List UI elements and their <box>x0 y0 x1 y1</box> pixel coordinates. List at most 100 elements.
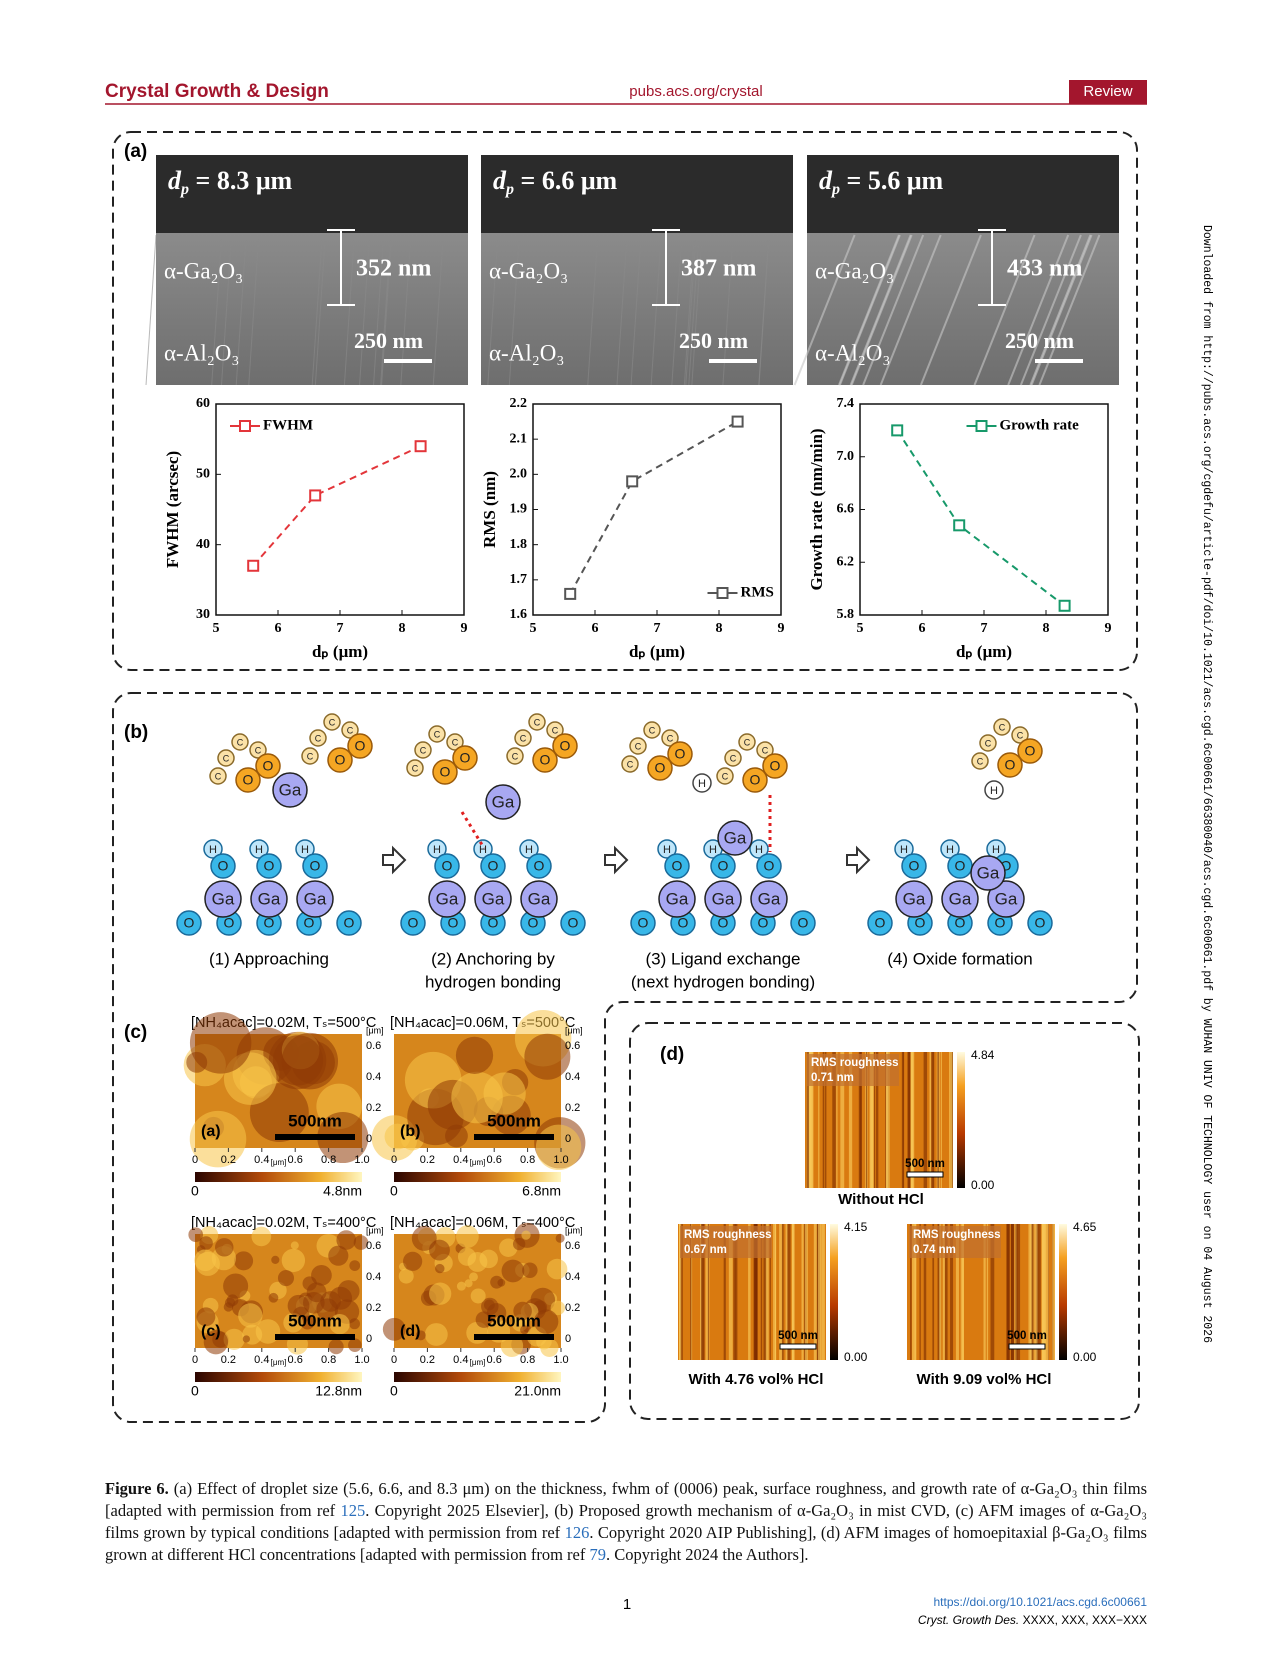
atom-label: C <box>762 745 769 755</box>
x-tick-label: 8 <box>399 621 406 636</box>
doi-link[interactable]: https://doi.org/10.1021/acs.cgd.6c00661 <box>934 1595 1148 1609</box>
atom-label: C <box>985 738 992 748</box>
afm-y-tick: 0.6 <box>565 1240 580 1252</box>
afm-streak <box>817 1224 822 1360</box>
reference-link[interactable]: 125 <box>340 1501 366 1520</box>
roughness-box <box>807 1054 899 1086</box>
afm-x-tick: 0 <box>391 1154 397 1166</box>
sem-texture <box>630 234 642 386</box>
roughness-box <box>909 1226 1001 1258</box>
colorbar-min: 0 <box>191 1183 199 1199</box>
atom <box>738 733 756 751</box>
afm-streak <box>804 1224 808 1360</box>
afm-texture <box>415 1330 426 1341</box>
atom-label: C <box>420 745 427 755</box>
reference-link[interactable]: 126 <box>564 1523 590 1542</box>
atom-label: O <box>488 915 499 931</box>
atom-label: C <box>452 737 459 747</box>
afm-streak <box>760 1224 763 1360</box>
sem-texture <box>650 234 662 386</box>
afm-tag: (c) <box>201 1323 221 1340</box>
value: = 6.6 μm <box>514 166 618 195</box>
afm-texture <box>524 1033 571 1080</box>
figure-caption: Figure 6. (a) Effect of droplet size (5.… <box>105 1478 1147 1566</box>
atom <box>295 839 315 859</box>
atom-label: O <box>534 858 545 874</box>
afm-texture <box>188 1227 204 1243</box>
data-point <box>953 519 966 532</box>
atom-label: H <box>663 844 671 856</box>
sem-droplet-size: dp = 8.3 μm <box>168 166 293 198</box>
caption-text: (a) Effect of droplet size (5.6, 6.6, an… <box>105 1479 1147 1520</box>
atom-label: H <box>946 844 954 856</box>
atom-label: C <box>722 771 729 781</box>
afm-streak <box>733 1224 736 1360</box>
afm-texture <box>499 1238 518 1257</box>
atom <box>347 733 373 759</box>
atom-label: O <box>264 915 275 931</box>
afm-streak <box>813 1224 817 1360</box>
page-number: 1 <box>623 1596 631 1613</box>
atom-label: C <box>999 722 1006 732</box>
x-tick-label: 9 <box>1105 621 1112 636</box>
legend-label: Growth rate <box>1000 417 1080 433</box>
atom <box>716 767 734 785</box>
atom-label: Ga <box>492 792 515 811</box>
afm-streak <box>840 1052 845 1188</box>
afm-texture <box>429 1282 452 1305</box>
atom <box>336 910 362 936</box>
legend-label: FWHM <box>263 417 313 433</box>
y-tick-label: 1.7 <box>510 572 528 587</box>
symbol: d <box>819 166 833 195</box>
afm-streak <box>735 1224 738 1360</box>
afm-streak <box>923 1224 927 1360</box>
atom-label: O <box>764 858 775 874</box>
y-tick-label: 60 <box>196 396 210 411</box>
atom <box>710 853 736 879</box>
afm-texture <box>215 1238 234 1257</box>
roughness-box <box>680 1226 772 1258</box>
afm-x-tick: 0.6 <box>288 1354 303 1366</box>
afm-streak <box>763 1224 767 1360</box>
afm-streak <box>787 1224 791 1360</box>
afm-streak <box>821 1224 825 1360</box>
afm-unit: [μm] <box>470 1358 486 1367</box>
afm-streak <box>931 1052 934 1188</box>
hydrogen-bond <box>460 811 486 849</box>
afm-x-tick: 0.2 <box>420 1154 435 1166</box>
data-point <box>891 424 904 437</box>
sem-texture <box>685 234 697 386</box>
afm-x-tick: 0 <box>192 1154 198 1166</box>
afm-unit: [μm] <box>470 1158 486 1167</box>
reference-link[interactable]: 79 <box>589 1545 606 1564</box>
afm-scale: 500nm <box>487 1111 541 1130</box>
afm-texture <box>435 1263 445 1274</box>
afm-streak <box>929 1052 932 1188</box>
atom-label: C <box>329 717 336 727</box>
journal-name: Crystal Growth & Design <box>105 81 329 102</box>
atom <box>532 747 558 773</box>
afm-streak <box>1015 1224 1018 1360</box>
atom-label: H <box>301 844 309 856</box>
sem-texture <box>587 234 599 386</box>
atom-label: O <box>915 915 926 931</box>
sem-vacuum <box>481 155 793 233</box>
atom <box>255 753 281 779</box>
afm-streak <box>955 1224 959 1360</box>
atom <box>970 855 1006 891</box>
atom-label: O <box>655 760 666 776</box>
caption-text: . Copyright 2024 the Authors]. <box>605 1545 809 1564</box>
atom <box>406 759 424 777</box>
atom <box>742 767 768 793</box>
panel-label: (b) <box>124 722 148 743</box>
atom <box>528 713 546 731</box>
atom-label: O <box>540 752 551 768</box>
afm-streak <box>773 1224 777 1360</box>
atom <box>756 853 782 879</box>
afm-streak <box>1006 1224 1010 1360</box>
afm-streak <box>940 1052 942 1188</box>
atom-label: H <box>900 844 908 856</box>
atom-label: C <box>215 771 222 781</box>
plot-frame <box>532 403 782 616</box>
film-label: α-Ga₂O₃ <box>489 258 568 283</box>
